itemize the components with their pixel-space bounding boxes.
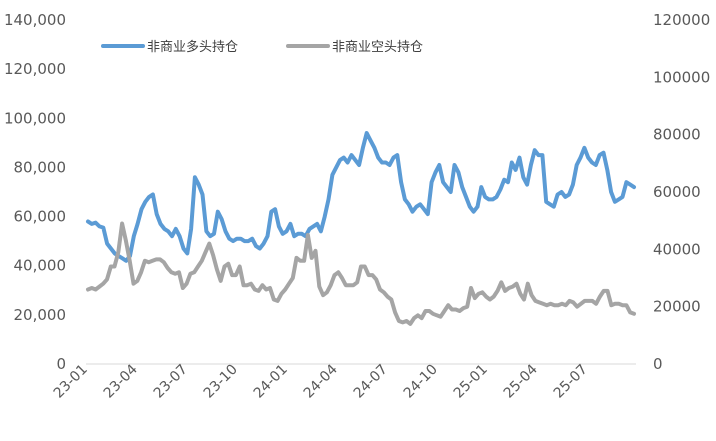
series-lines [86, 131, 636, 326]
series-line-2 [86, 221, 636, 326]
x-tick-label: 23-04 [101, 361, 141, 401]
legend: 非商业多头持仓 非商业空头持仓 [101, 39, 423, 55]
legend-label: 非商业空头持仓 [332, 40, 423, 55]
x-tick-label: 24-04 [301, 361, 341, 401]
legend-label: 非商业多头持仓 [147, 39, 238, 55]
left-y-tick-label: 140,000 [4, 11, 66, 29]
x-axis-ticks: 23-01 23-04 23-07 23-10 24-01 24-04 24-07 24-10… [51, 361, 591, 401]
x-tick-label: 25-01 [451, 362, 491, 402]
left-y-tick-label: 80,000 [14, 158, 67, 176]
x-tick-label: 24-10 [401, 362, 441, 402]
right-y-tick-label: 120000 [653, 11, 710, 29]
right-y-tick-label: 0 [653, 355, 663, 373]
left-y-tick-label: 100,000 [4, 109, 66, 127]
left-y-tick-label: 120,000 [4, 60, 66, 78]
right-y-tick-label: 60000 [653, 183, 701, 201]
right-y-tick-label: 40000 [653, 240, 701, 258]
x-tick-label: 25-07 [551, 362, 591, 402]
right-y-tick-label: 80000 [653, 126, 701, 144]
x-tick-label: 25-04 [501, 361, 541, 401]
right-y-axis-ticks: 0 20000 40000 60000 80000 100000 120000 [653, 11, 710, 373]
x-tick-label: 23-07 [151, 362, 191, 402]
left-y-tick-label: 20,000 [14, 306, 67, 324]
left-y-axis-ticks: 0 20,000 40,000 60,000 80,000 100,000 120,000 1… [4, 11, 66, 373]
x-tick-label: 24-01 [251, 362, 291, 402]
right-y-tick-label: 100000 [653, 68, 710, 86]
left-y-tick-label: 40,000 [14, 257, 67, 275]
left-y-tick-label: 60,000 [14, 208, 67, 226]
series-line-1 [86, 131, 636, 263]
right-y-tick-label: 20000 [653, 298, 701, 316]
x-tick-label: 23-10 [201, 362, 241, 402]
left-y-tick-label: 0 [56, 355, 66, 373]
x-tick-label: 24-07 [351, 362, 391, 402]
